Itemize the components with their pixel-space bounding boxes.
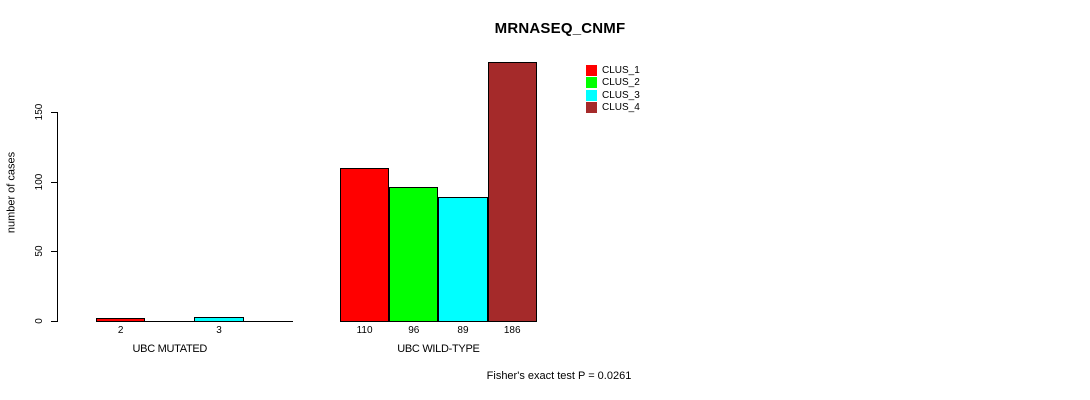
- y-tick-label: 100: [34, 173, 45, 190]
- y-tick: [51, 181, 57, 183]
- x-group-label: UBC WILD-TYPE: [397, 343, 480, 355]
- annotation-fisher-test: Fisher's exact test P = 0.0261: [486, 370, 632, 382]
- bar-value-label: 89: [457, 325, 469, 336]
- y-tick: [51, 321, 57, 322]
- bar: [487, 62, 537, 322]
- legend: CLUS_1 CLUS_2 CLUS_3 CLUS_4: [586, 64, 706, 124]
- legend-item: CLUS_2: [586, 77, 640, 89]
- legend-swatch: [586, 77, 597, 89]
- y-tick: [51, 112, 57, 113]
- legend-label: CLUS_1: [602, 64, 640, 76]
- bar-value-label: 186: [503, 325, 521, 336]
- legend-label: CLUS_4: [602, 102, 640, 114]
- legend-label: CLUS_3: [602, 89, 640, 101]
- y-tick-label: 50: [34, 245, 45, 257]
- x-group-label: UBC MUTATED: [132, 343, 208, 355]
- bar: [438, 197, 488, 322]
- y-tick: [51, 251, 57, 253]
- bar-value-label: 96: [408, 325, 420, 336]
- bar: [340, 168, 390, 322]
- legend-item: CLUS_4: [586, 102, 640, 114]
- bar-value-label: 110: [356, 325, 373, 336]
- chart-title: MRNASEQ_CNMF: [494, 20, 626, 37]
- y-tick-label: 150: [34, 103, 45, 121]
- legend-item: CLUS_3: [586, 89, 640, 101]
- legend-swatch: [586, 64, 597, 76]
- legend-label: CLUS_2: [602, 77, 640, 89]
- y-axis-title: number of cases: [5, 151, 18, 234]
- legend-swatch: [586, 102, 597, 114]
- bar-value-label: 3: [216, 325, 222, 336]
- bar: [389, 187, 439, 322]
- bar-value-label: 2: [117, 325, 124, 336]
- y-axis-line: [57, 112, 58, 322]
- legend-item: CLUS_1: [586, 64, 640, 76]
- y-tick-label: 0: [34, 318, 45, 324]
- bar: [194, 317, 244, 322]
- legend-swatch: [586, 89, 597, 101]
- bar: [96, 318, 146, 322]
